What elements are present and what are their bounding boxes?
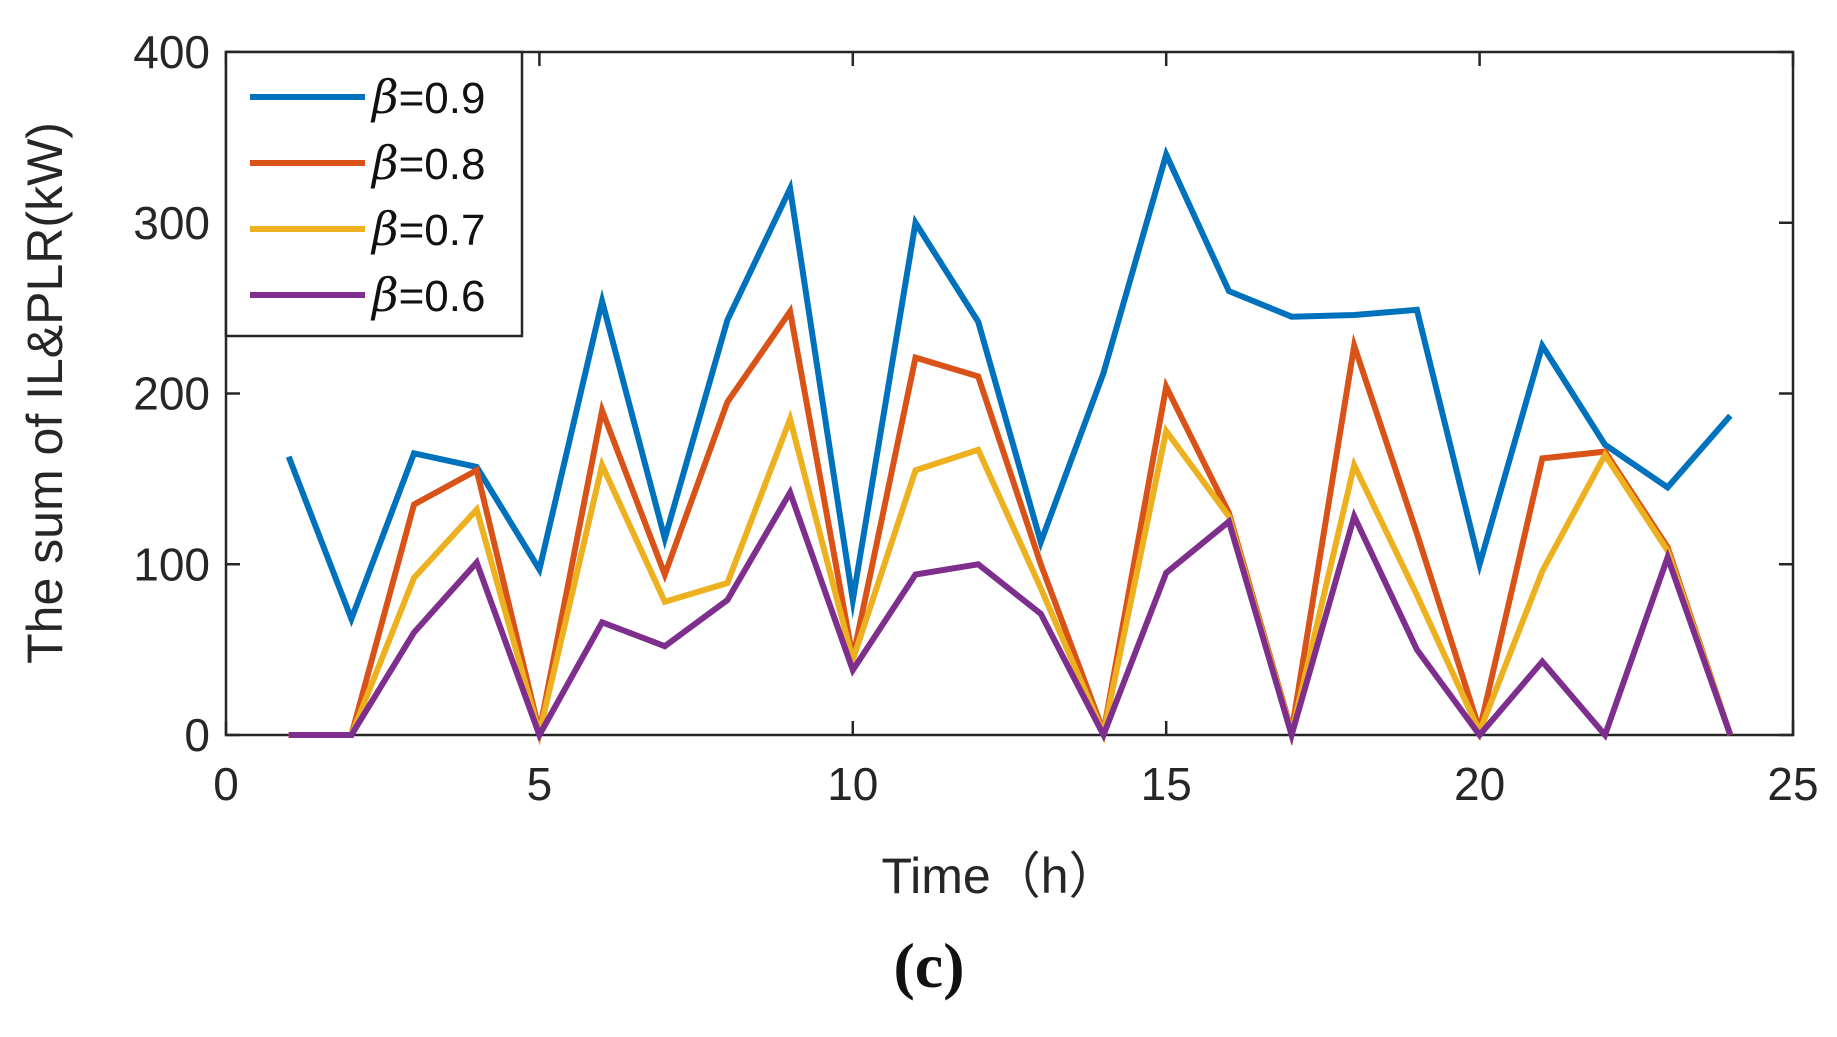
series-line-1 [285, 145, 1733, 628]
series-lines [285, 145, 1734, 746]
x-tick-label: 0 [213, 758, 239, 810]
y-tick-label: 400 [133, 26, 210, 78]
legend-label: β=0.9 [370, 70, 485, 124]
y-tick-label: 300 [133, 197, 210, 249]
figure-caption: (c) [893, 930, 964, 1001]
series-line-3 [288, 409, 1734, 746]
x-tick-label: 10 [827, 758, 878, 810]
x-tick-label: 5 [527, 758, 553, 810]
legend-label: β=0.6 [370, 268, 485, 322]
legend: β=0.9 β=0.8 β=0.7 β=0.6 [224, 50, 524, 338]
x-tick-label: 15 [1141, 758, 1192, 810]
x-axis-label: Time（h） [881, 848, 1118, 904]
series-line-4 [288, 485, 1734, 746]
x-tick-label: 20 [1454, 758, 1505, 810]
y-tick-label: 0 [184, 709, 210, 761]
legend-label: β=0.8 [370, 136, 485, 190]
y-tick-label: 100 [133, 538, 210, 590]
x-tick-label: 25 [1767, 758, 1818, 810]
y-tick-label: 200 [133, 368, 210, 420]
x-axis: 0 5 10 15 20 25 [213, 52, 1819, 810]
legend-label: β=0.7 [370, 202, 485, 256]
y-axis: 0 100 200 300 400 [133, 26, 1793, 761]
y-axis-label: The sum of IL&PLR(kW) [17, 122, 73, 664]
